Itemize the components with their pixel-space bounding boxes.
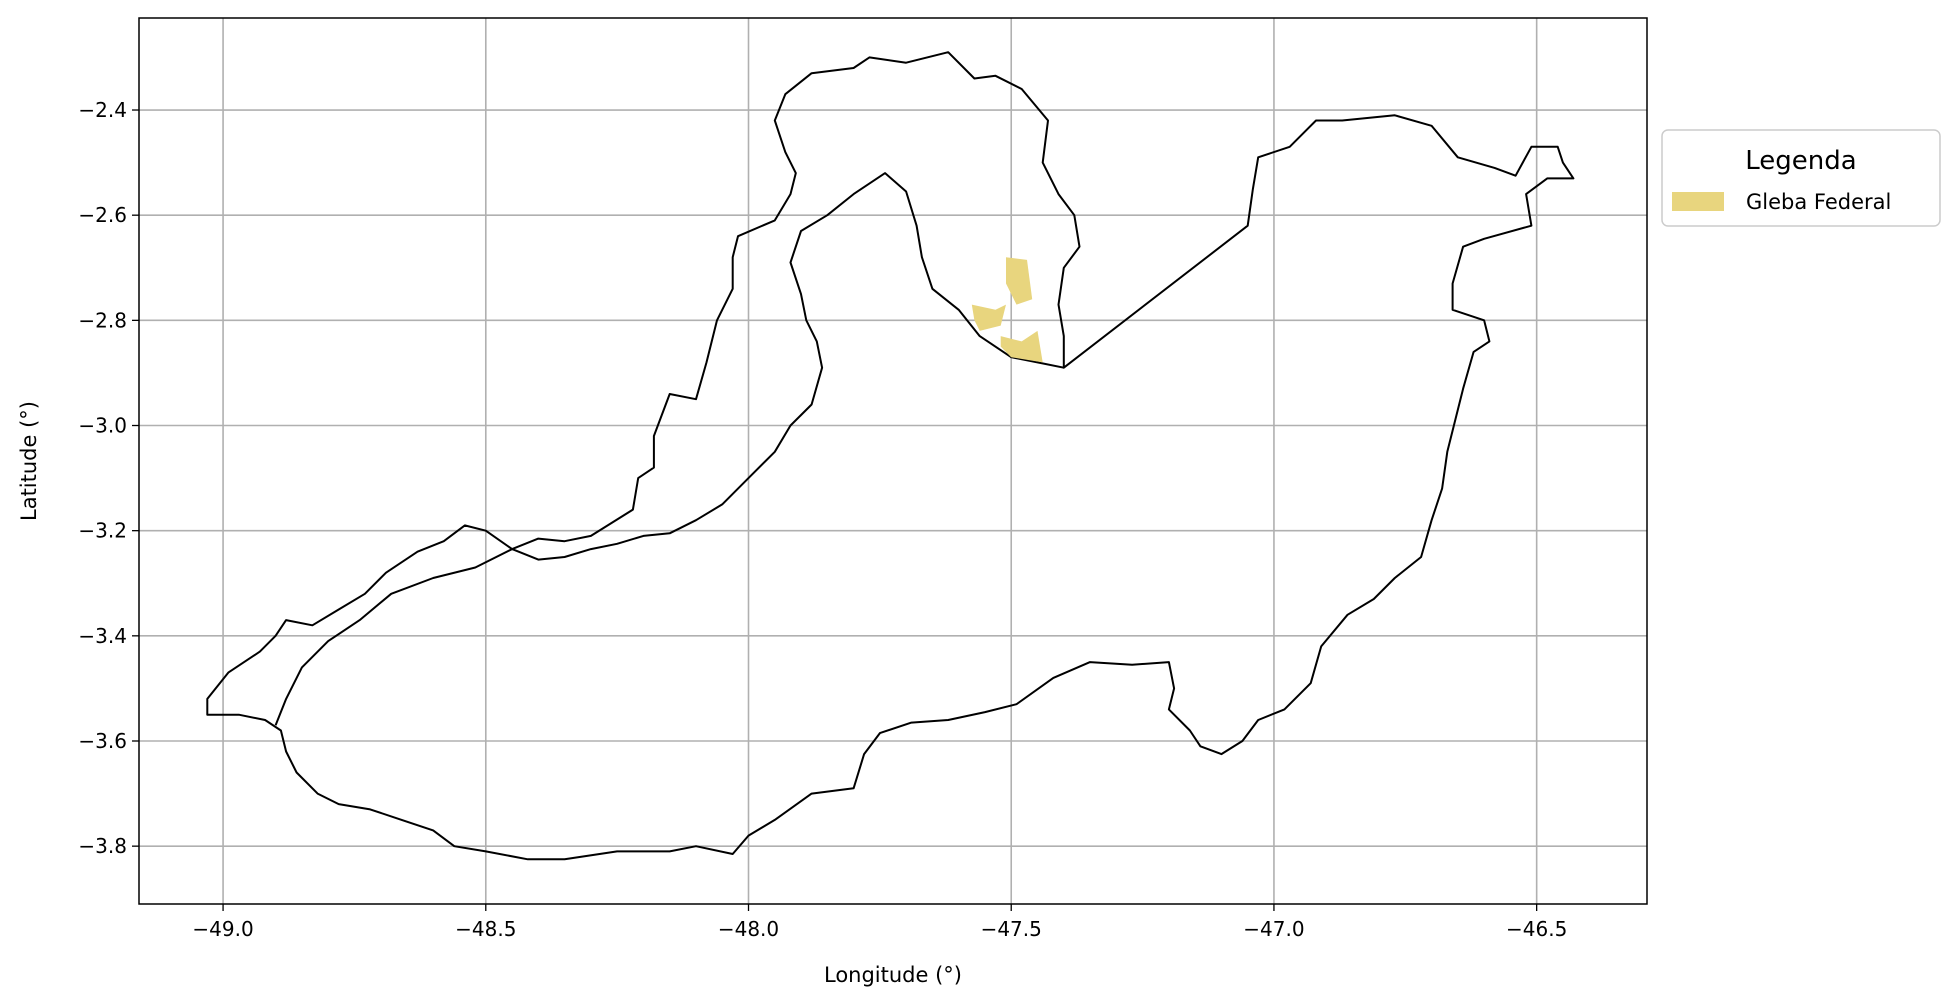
gleba-federal-polygon-1: [1006, 257, 1033, 305]
axes-frame: [138, 17, 1648, 905]
y-tick-label: −3.6: [78, 729, 127, 753]
x-tick-label: −49.0: [192, 917, 253, 941]
municipality-boundary: [206, 51, 1575, 861]
x-tick-label: −48.5: [455, 917, 516, 941]
x-tick-label: −46.5: [1506, 917, 1567, 941]
boundary-river-inner: [511, 172, 1064, 561]
legend-title: Legenda: [1745, 146, 1856, 176]
y-tick-label: −3.2: [78, 519, 127, 543]
boundary-river-south: [274, 548, 513, 726]
gleba-federal-polygon-2: [971, 304, 1006, 331]
x-axis-label: Longitude (°): [824, 963, 962, 987]
axis-ticks: −49.0 −48.5 −48.0 −47.5 −47.0 −46.5 −2.4 −2.6 −2…: [78, 98, 1567, 941]
x-tick-label: −47.5: [981, 917, 1042, 941]
x-tick-label: −47.0: [1243, 917, 1304, 941]
gleba-federal-polygons: [971, 257, 1043, 363]
y-tick-label: −3.8: [78, 834, 127, 858]
legend-swatch-gleba-federal: [1672, 192, 1724, 211]
grid-lines: [139, 18, 1647, 904]
y-axis-label: Latitude (°): [17, 401, 41, 521]
y-tick-label: −3.0: [78, 414, 127, 438]
legend: Legenda Gleba Federal: [1661, 129, 1941, 227]
legend-box: [1661, 129, 1941, 227]
y-tick-label: −2.6: [78, 203, 127, 227]
x-tick-label: −48.0: [718, 917, 779, 941]
gleba-federal-polygon-3: [1000, 330, 1043, 363]
legend-label-gleba-federal: Gleba Federal: [1746, 190, 1891, 214]
boundary-outer: [206, 51, 1575, 861]
y-tick-label: −3.4: [78, 624, 127, 648]
y-tick-label: −2.8: [78, 308, 127, 332]
y-tick-label: −2.4: [78, 98, 127, 122]
